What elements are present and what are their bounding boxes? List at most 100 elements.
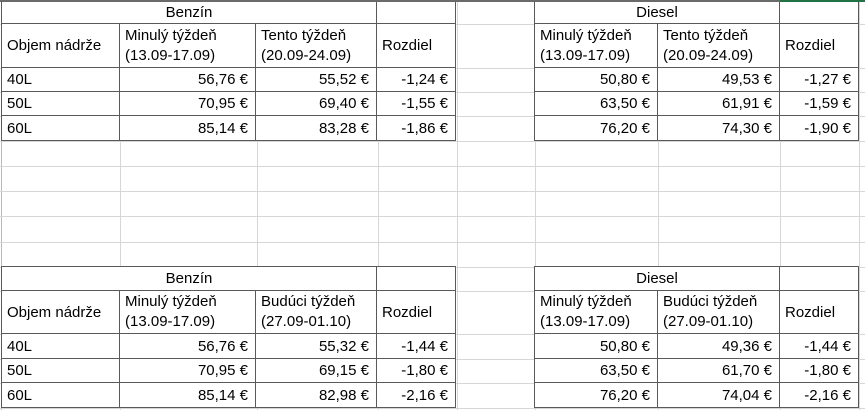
header-line: Budúci týždeň [261, 293, 356, 310]
cell-diff[interactable]: -2,16 € [377, 383, 456, 408]
gridline [0, 216, 865, 217]
header-line: Tento týždeň [261, 26, 347, 44]
excel-green-accent-strip [780, 0, 865, 2]
cell-price[interactable]: 50,80 € [535, 334, 658, 359]
gridline [780, 0, 781, 410]
cell-price[interactable]: 69,15 € [256, 359, 377, 383]
column-header-this-week[interactable]: Tento týždeň (20.09-24.09) [658, 24, 780, 68]
column-header-next-week[interactable]: Budúci týždeň (27.09-01.10) [658, 291, 780, 334]
cell-price[interactable]: 74,04 € [658, 383, 780, 408]
cell-diff[interactable]: -1,86 € [377, 116, 456, 141]
cell-price[interactable]: 70,95 € [120, 92, 256, 116]
table-title-cell[interactable]: Diesel [535, 267, 780, 291]
gridline [0, 166, 865, 167]
header-line: (13.09-17.09) [125, 46, 216, 64]
header-line: Budúci týždeň [663, 293, 758, 310]
empty-cell[interactable] [377, 2, 456, 24]
cell-diff[interactable]: -1,55 € [377, 92, 456, 116]
cell-diff[interactable]: -1,24 € [377, 68, 456, 92]
gridline [1, 0, 2, 410]
column-header-this-week[interactable]: Tento týždeň (20.09-24.09) [256, 24, 377, 68]
header-line: (20.09-24.09) [261, 46, 352, 64]
column-header-volume[interactable]: Objem nádrže [2, 291, 120, 334]
cell-price[interactable]: 56,76 € [120, 334, 256, 359]
header-line: Minulý týždeň [125, 293, 217, 310]
gridline [658, 0, 659, 410]
header-line: (20.09-24.09) [663, 46, 754, 64]
cell-price[interactable]: 76,20 € [535, 116, 658, 141]
cell-volume[interactable]: 60L [2, 383, 120, 408]
cell-price[interactable]: 69,40 € [256, 92, 377, 116]
table-title-cell[interactable]: Benzín [2, 2, 377, 24]
cell-price[interactable]: 83,28 € [256, 116, 377, 141]
column-header-last-week[interactable]: Minulý týždeň (13.09-17.09) [535, 24, 658, 68]
column-header-next-week[interactable]: Budúci týždeň (27.09-01.10) [256, 291, 377, 334]
benzin-next-week-table: Benzín Objem nádrže Minulý týždeň (13.09… [1, 266, 456, 408]
cell-diff[interactable]: -2,16 € [780, 383, 859, 408]
header-line: (13.09-17.09) [540, 313, 631, 330]
column-header-diff[interactable]: Rozdiel [377, 24, 456, 68]
diesel-next-week-table: Diesel Minulý týždeň (13.09-17.09) Budúc… [534, 266, 859, 408]
column-header-volume[interactable]: Objem nádrže [2, 24, 120, 68]
cell-price[interactable]: 49,53 € [658, 68, 780, 92]
cell-price[interactable]: 55,32 € [256, 334, 377, 359]
cell-diff[interactable]: -1,44 € [377, 334, 456, 359]
cell-volume[interactable]: 50L [2, 359, 120, 383]
gridline [535, 0, 536, 410]
gridline [0, 141, 865, 142]
header-line: Minulý týždeň [540, 293, 632, 310]
column-header-last-week[interactable]: Minulý týždeň (13.09-17.09) [120, 291, 256, 334]
header-line: (13.09-17.09) [125, 313, 216, 330]
sheet-top-edge [0, 0, 781, 2]
cell-price[interactable]: 61,91 € [658, 92, 780, 116]
cell-diff[interactable]: -1,27 € [780, 68, 859, 92]
cell-diff[interactable]: -1,44 € [780, 334, 859, 359]
cell-diff[interactable]: -1,80 € [377, 359, 456, 383]
cell-price[interactable]: 76,20 € [535, 383, 658, 408]
cell-volume[interactable]: 50L [2, 92, 120, 116]
header-line: Minulý týždeň [125, 26, 217, 44]
cell-volume[interactable]: 40L [2, 334, 120, 359]
empty-cell[interactable] [780, 267, 859, 291]
cell-price[interactable]: 50,80 € [535, 68, 658, 92]
column-header-diff[interactable]: Rozdiel [780, 24, 859, 68]
column-header-diff[interactable]: Rozdiel [780, 291, 859, 334]
table-title-cell[interactable]: Diesel [535, 2, 780, 24]
cell-price[interactable]: 63,50 € [535, 359, 658, 383]
empty-cell[interactable] [377, 267, 456, 291]
cell-diff[interactable]: -1,80 € [780, 359, 859, 383]
header-line: Minulý týždeň [540, 26, 632, 44]
cell-price[interactable]: 85,14 € [120, 383, 256, 408]
diesel-current-week-table: Diesel Minulý týždeň (13.09-17.09) Tento… [534, 1, 859, 141]
cell-price[interactable]: 49,36 € [658, 334, 780, 359]
gridline [120, 0, 121, 410]
empty-cell[interactable] [780, 2, 859, 24]
header-line: (27.09-01.10) [261, 313, 352, 330]
cell-price[interactable]: 56,76 € [120, 68, 256, 92]
column-header-diff[interactable]: Rozdiel [377, 291, 456, 334]
gridline [0, 191, 865, 192]
header-line: (27.09-01.10) [663, 313, 754, 330]
cell-price[interactable]: 85,14 € [120, 116, 256, 141]
cell-price[interactable]: 74,30 € [658, 116, 780, 141]
header-line: (13.09-17.09) [540, 46, 631, 64]
cell-price[interactable]: 82,98 € [256, 383, 377, 408]
cell-price[interactable]: 70,95 € [120, 359, 256, 383]
cell-volume[interactable]: 60L [2, 116, 120, 141]
gridline [0, 242, 865, 243]
column-header-last-week[interactable]: Minulý týždeň (13.09-17.09) [535, 291, 658, 334]
cell-diff[interactable]: -1,90 € [780, 116, 859, 141]
cell-price[interactable]: 63,50 € [535, 92, 658, 116]
cell-volume[interactable]: 40L [2, 68, 120, 92]
cell-diff[interactable]: -1,59 € [780, 92, 859, 116]
table-title-cell[interactable]: Benzín [2, 267, 377, 291]
cell-price[interactable]: 61,70 € [658, 359, 780, 383]
cell-price[interactable]: 55,52 € [256, 68, 377, 92]
header-line: Tento týždeň [663, 26, 749, 44]
gridline [257, 0, 258, 410]
gridline [457, 0, 458, 410]
gridline [859, 0, 860, 410]
benzin-current-week-table: Benzín Objem nádrže Minulý týždeň (13.09… [1, 1, 456, 141]
column-header-last-week[interactable]: Minulý týždeň (13.09-17.09) [120, 24, 256, 68]
